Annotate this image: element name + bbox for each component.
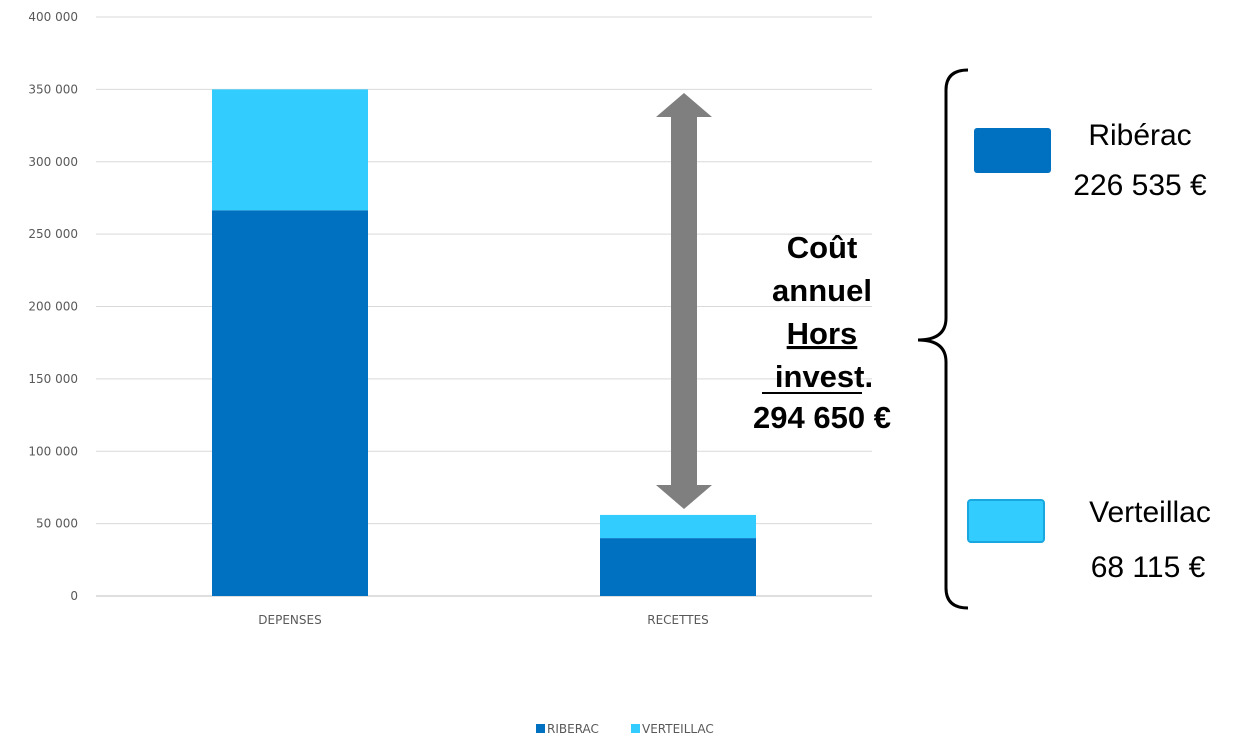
verteillac-name: Verteillac bbox=[1089, 496, 1211, 529]
category-labels: DEPENSES RECETTES bbox=[258, 613, 708, 627]
annual-cost-annotation: Coût annuel Hors invest. 294 650 € bbox=[753, 230, 891, 435]
legend-swatch bbox=[536, 724, 545, 733]
bar-riberac-depenses bbox=[212, 210, 368, 596]
curly-brace-icon bbox=[917, 68, 969, 610]
verteillac-amount: 68 115 € bbox=[1091, 551, 1206, 584]
y-tick-label: 300 000 bbox=[28, 155, 78, 169]
bars bbox=[212, 89, 756, 596]
y-tick-label: 400 000 bbox=[28, 10, 78, 24]
x-tick-label: DEPENSES bbox=[258, 613, 321, 627]
breakdown-riberac: Ribérac 226 535 € bbox=[974, 119, 1207, 202]
bar-verteillac-depenses bbox=[212, 89, 368, 211]
y-tick-label: 200 000 bbox=[28, 300, 78, 314]
y-tick-label: 0 bbox=[70, 589, 78, 603]
riberac-name: Ribérac bbox=[1088, 119, 1191, 152]
riberac-swatch bbox=[974, 128, 1051, 173]
annotation-line-4: invest. bbox=[775, 359, 873, 394]
y-tick-label: 250 000 bbox=[28, 227, 78, 241]
legend-swatch bbox=[631, 724, 640, 733]
riberac-amount: 226 535 € bbox=[1073, 169, 1207, 202]
annotation-line-2: annuel bbox=[772, 273, 872, 308]
y-axis-tick-labels: 0 50 000 100 000 150 000 200 000 250 000 300 0… bbox=[28, 10, 78, 603]
y-tick-label: 350 000 bbox=[28, 82, 78, 96]
annotation-line-1: Coût bbox=[787, 230, 858, 265]
annotation-total: 294 650 € bbox=[753, 400, 891, 435]
bar-verteillac-recettes bbox=[600, 514, 756, 539]
legend-label: RIBERAC bbox=[547, 722, 599, 736]
breakdown-verteillac: Verteillac 68 115 € bbox=[967, 496, 1211, 584]
legend: RIBERAC VERTEILLAC bbox=[536, 722, 714, 736]
bar-riberac-recettes bbox=[600, 538, 756, 596]
annotation-line-3: Hors bbox=[787, 316, 858, 351]
y-tick-label: 150 000 bbox=[28, 372, 78, 386]
y-tick-label: 50 000 bbox=[36, 517, 78, 531]
verteillac-swatch bbox=[967, 499, 1045, 543]
y-tick-label: 100 000 bbox=[28, 444, 78, 458]
legend-label: VERTEILLAC bbox=[642, 722, 714, 736]
x-tick-label: RECETTES bbox=[647, 613, 709, 627]
double-arrow-icon bbox=[656, 93, 712, 509]
